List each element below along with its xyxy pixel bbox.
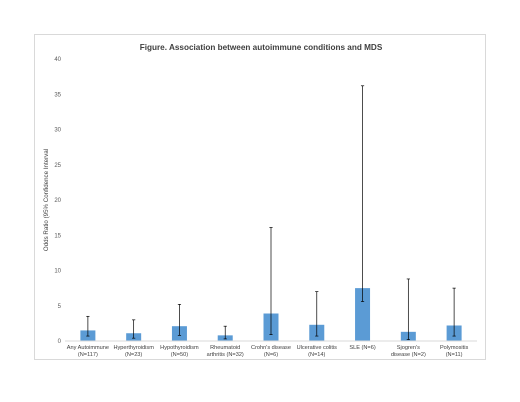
bar [355, 288, 371, 341]
x-tick-label: Ulcerative colitis [297, 345, 338, 351]
x-tick-label: Hyperthyroidism [113, 345, 154, 351]
error-bar [86, 315, 90, 337]
chart-title: Figure. Association between autoimmune c… [140, 43, 383, 52]
x-tick-label: (N=50) [171, 352, 188, 358]
y-tick-label: 15 [54, 233, 61, 239]
chart-svg: Figure. Association between autoimmune c… [43, 43, 477, 358]
error-bar [269, 227, 273, 336]
error-bar [452, 287, 456, 337]
y-axis-title: Odds Ratio (95% Confidence Interval [43, 149, 50, 251]
x-tick-label: (N=6) [264, 352, 278, 358]
x-tick-label: Any Autoimmune [67, 345, 109, 351]
error-bar [406, 278, 410, 340]
error-bar [360, 85, 365, 302]
y-tick-label: 25 [54, 163, 61, 169]
x-tick-label: arthritis (N=32) [207, 352, 244, 358]
error-bars [86, 85, 456, 340]
y-tick-label: 40 [54, 57, 61, 63]
x-axis: Any Autoimmune(N=117) Hyperthyroidism(N=2… [67, 345, 469, 358]
x-tick-label: SLE (N=6) [349, 345, 375, 351]
x-tick-label: (N=14) [308, 352, 325, 358]
y-tick-label: 20 [54, 198, 61, 204]
x-tick-label: Rheumatoid [210, 345, 240, 351]
error-bar [223, 325, 227, 340]
x-tick-label: (N=11) [446, 352, 463, 358]
error-bar [177, 303, 182, 336]
error-bar [315, 291, 319, 337]
y-tick-label: 35 [54, 92, 61, 98]
x-tick-label: Crohn's disease [251, 345, 291, 351]
y-axis: 0 5 10 15 20 25 30 35 40 [54, 57, 61, 345]
y-tick-label: 30 [54, 128, 61, 134]
x-tick-label: Hypothyroidism [160, 345, 199, 351]
y-tick-label: 5 [58, 304, 62, 310]
x-tick-label: Polymositis [440, 345, 468, 351]
error-bar [132, 319, 136, 339]
y-tick-label: 10 [54, 269, 61, 275]
x-tick-label: Sjogren's [397, 345, 420, 351]
y-tick-label: 0 [58, 339, 62, 345]
x-tick-label: (N=23) [125, 352, 142, 358]
x-tick-label: disease (N=2) [391, 352, 426, 358]
chart-frame: Figure. Association between autoimmune c… [34, 34, 486, 360]
x-tick-label: (N=117) [78, 352, 98, 358]
